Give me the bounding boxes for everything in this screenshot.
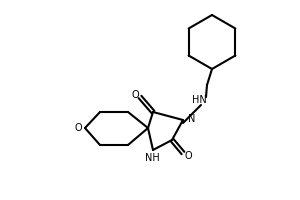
Text: NH: NH [145,153,159,163]
Text: O: O [131,90,139,100]
Text: O: O [74,123,82,133]
Text: HN: HN [192,95,206,105]
Text: N: N [188,114,195,124]
Text: O: O [184,151,192,161]
